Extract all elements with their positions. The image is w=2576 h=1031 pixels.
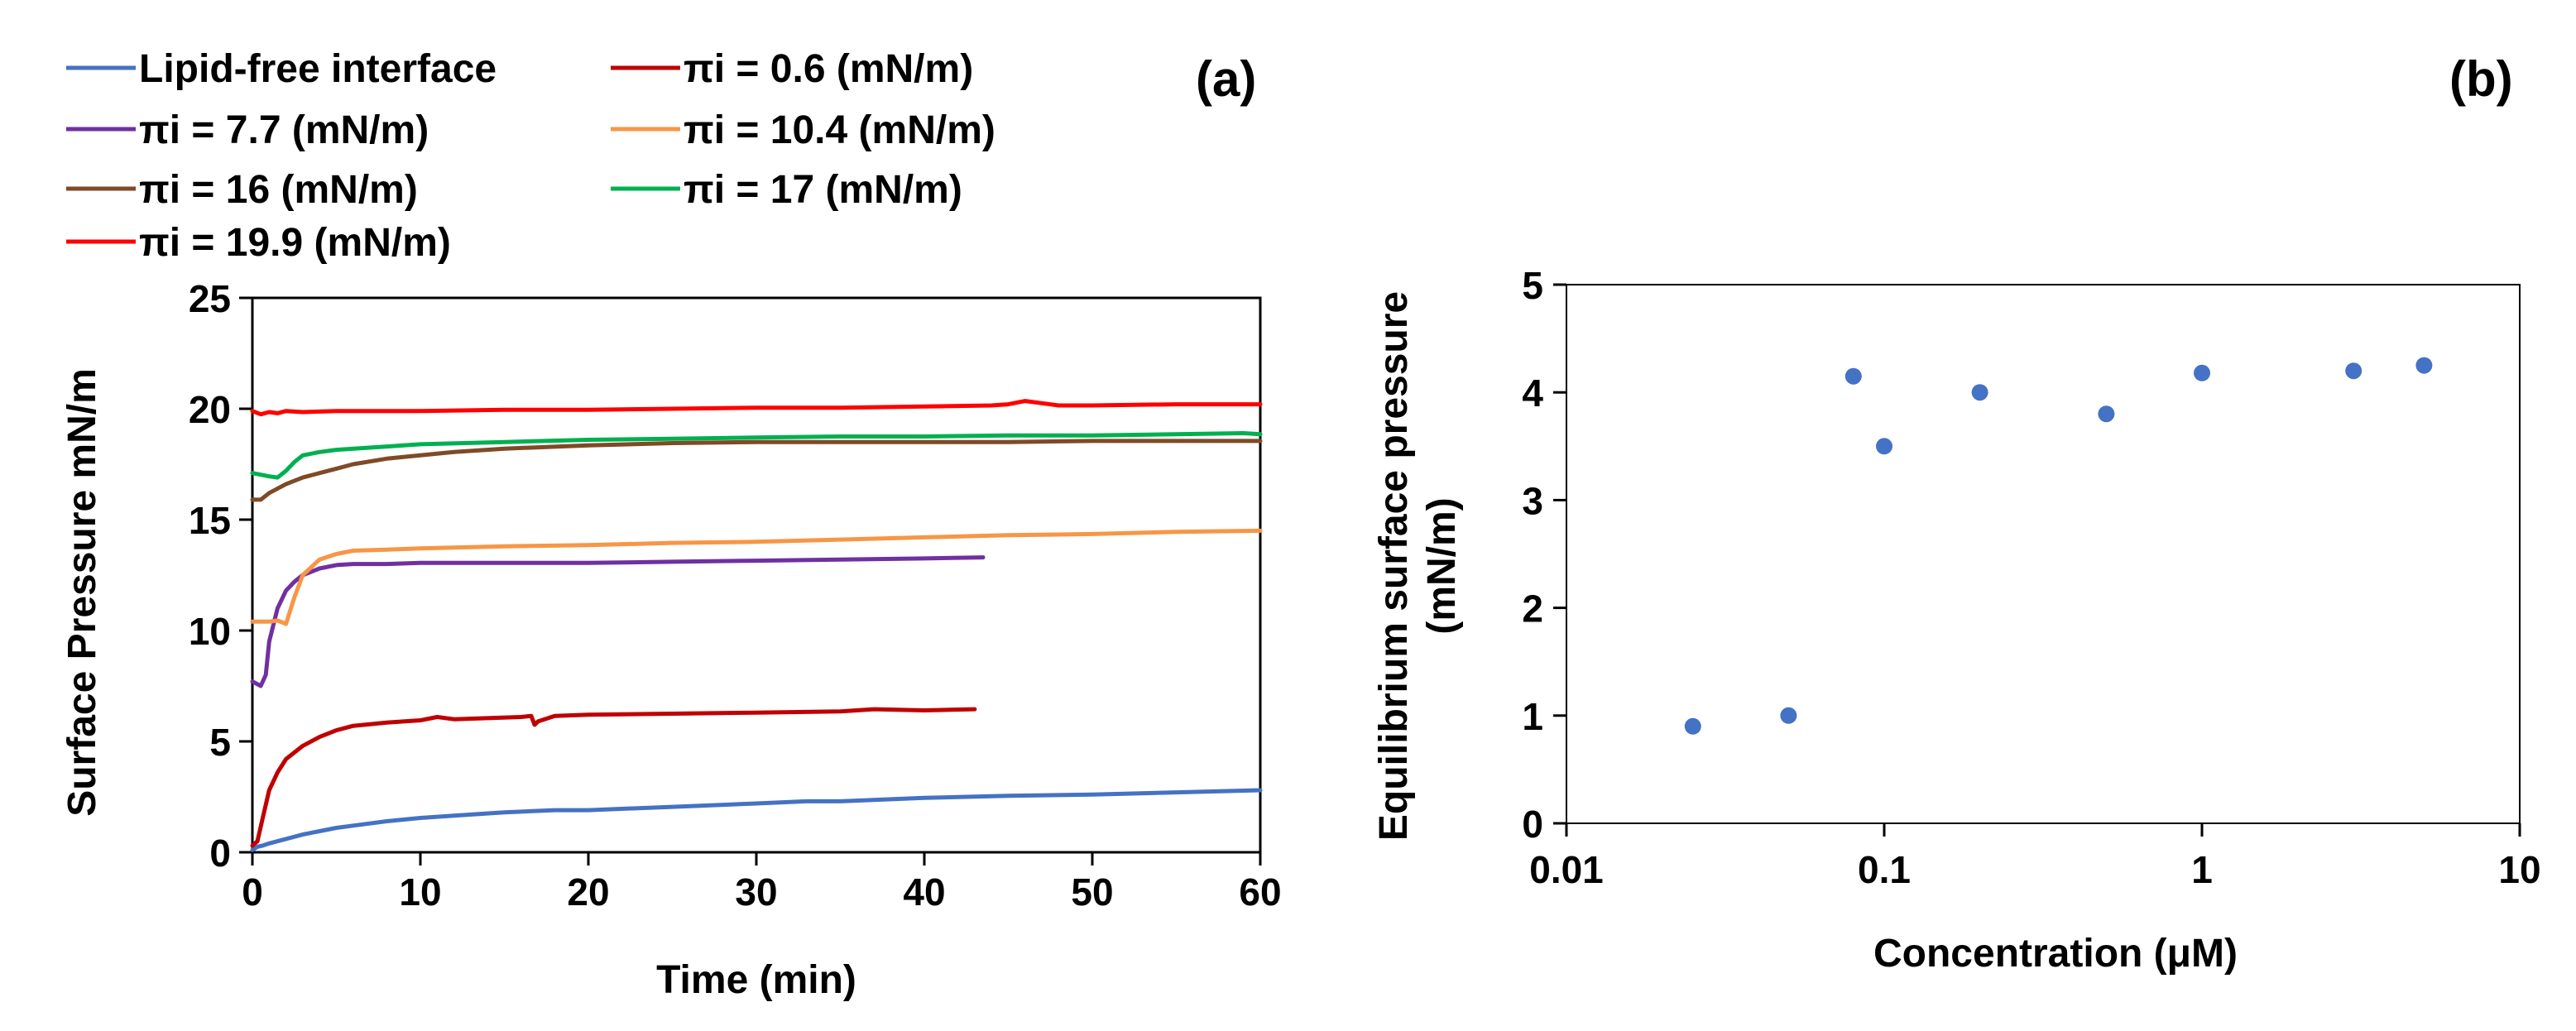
chart-a-ytick-label: 5 [209,721,231,764]
scatter-point [1780,707,1797,724]
chart-b-scatter: 0 1 2 3 4 5 0.01 0.1 1 10 Concentration (μM) Equi… [1372,264,2541,976]
chart-a-ytick-label: 15 [189,499,231,542]
scatter-point [1971,384,1988,401]
chart-a-xtick-label: 10 [399,870,441,914]
chart-b-xtick-label: 0.1 [1858,848,1911,891]
chart-a-ylabel: Surface Pressure mN/m [60,368,104,817]
chart-b-ytick-label: 0 [1522,803,1543,846]
series-line-2 [250,555,986,688]
chart-a-axes: 0 5 10 15 20 25 0 10 20 30 40 50 60 [189,277,1282,914]
legend-label-5: πi = 17 (mN/m) [684,168,962,212]
legend-label-3: πi = 10.4 (mN/m) [684,108,995,152]
scatter-point [1844,367,1862,385]
series-line-6 [250,399,1263,417]
chart-a-ytick-label: 20 [189,388,231,431]
legend-label-6: πi = 19.9 (mN/m) [139,221,451,265]
chart-b-points [1684,357,2433,735]
chart-b-ytick-label: 4 [1522,372,1543,415]
scatter-point [2345,362,2363,380]
legend-label-0: Lipid-free interface [139,47,496,91]
chart-b-xtick-label: 10 [2498,848,2540,891]
chart-a-xtick-label: 20 [567,870,609,914]
scatter-point [2194,364,2210,381]
series-line-1 [250,707,977,848]
chart-a-ytick-label: 25 [189,277,231,320]
chart-b-ylabel-line2: (mN/m) [1420,497,1464,634]
chart-a-legend: Lipid-free interface πi = 0.6 (mN/m) πi = … [66,47,995,265]
series-line-3 [250,528,1263,626]
legend-label-4: πi = 16 (mN/m) [139,168,418,212]
chart-b-ylabel-line1: Equilibrium surface pressure [1372,291,1416,841]
legend-label-1: πi = 0.6 (mN/m) [684,47,973,91]
panel-label-a: (a) [1196,51,1256,107]
chart-a-frame [251,296,1262,854]
chart-b-xtick-label: 0.01 [1529,848,1604,891]
chart-a-ytick-label: 0 [209,832,231,875]
chart-a-xtick-label: 60 [1239,870,1281,914]
chart-b-frame [1566,284,2521,824]
chart-b-ytick-label: 3 [1522,479,1543,522]
scatter-point [1684,717,1701,735]
chart-a-xtick-label: 40 [903,870,945,914]
scatter-point [1876,438,1892,455]
chart-b-ytick-label: 1 [1522,695,1543,738]
chart-a-xtick-label: 30 [735,870,777,914]
chart-b-ytick-label: 2 [1522,587,1543,631]
chart-b-ytick-label: 5 [1522,264,1543,307]
chart-b-xtick-label: 1 [2191,848,2213,891]
legend-label-2: πi = 7.7 (mN/m) [139,108,429,152]
chart-a-xtick-label: 0 [242,870,263,914]
chart-b-axes: 0 1 2 3 4 5 0.01 0.1 1 10 [1522,264,2540,891]
chart-a-ytick-label: 10 [189,610,231,653]
scatter-point [2098,405,2115,423]
chart-a-xtick-label: 50 [1071,870,1113,914]
chart-a-xlabel: Time (min) [656,958,856,1002]
series-line-5 [250,431,1263,480]
chart-b-xlabel: Concentration (μM) [1873,932,2238,976]
chart-a-line: 0 5 10 15 20 25 0 10 20 30 40 50 60 Lipid-free inter… [60,47,1282,1002]
panel-label-b: (b) [2449,51,2513,107]
series-line-4 [250,439,1263,502]
chart-a-series [250,399,1263,852]
series-line-0 [250,788,1263,852]
scatter-point [2415,357,2433,374]
